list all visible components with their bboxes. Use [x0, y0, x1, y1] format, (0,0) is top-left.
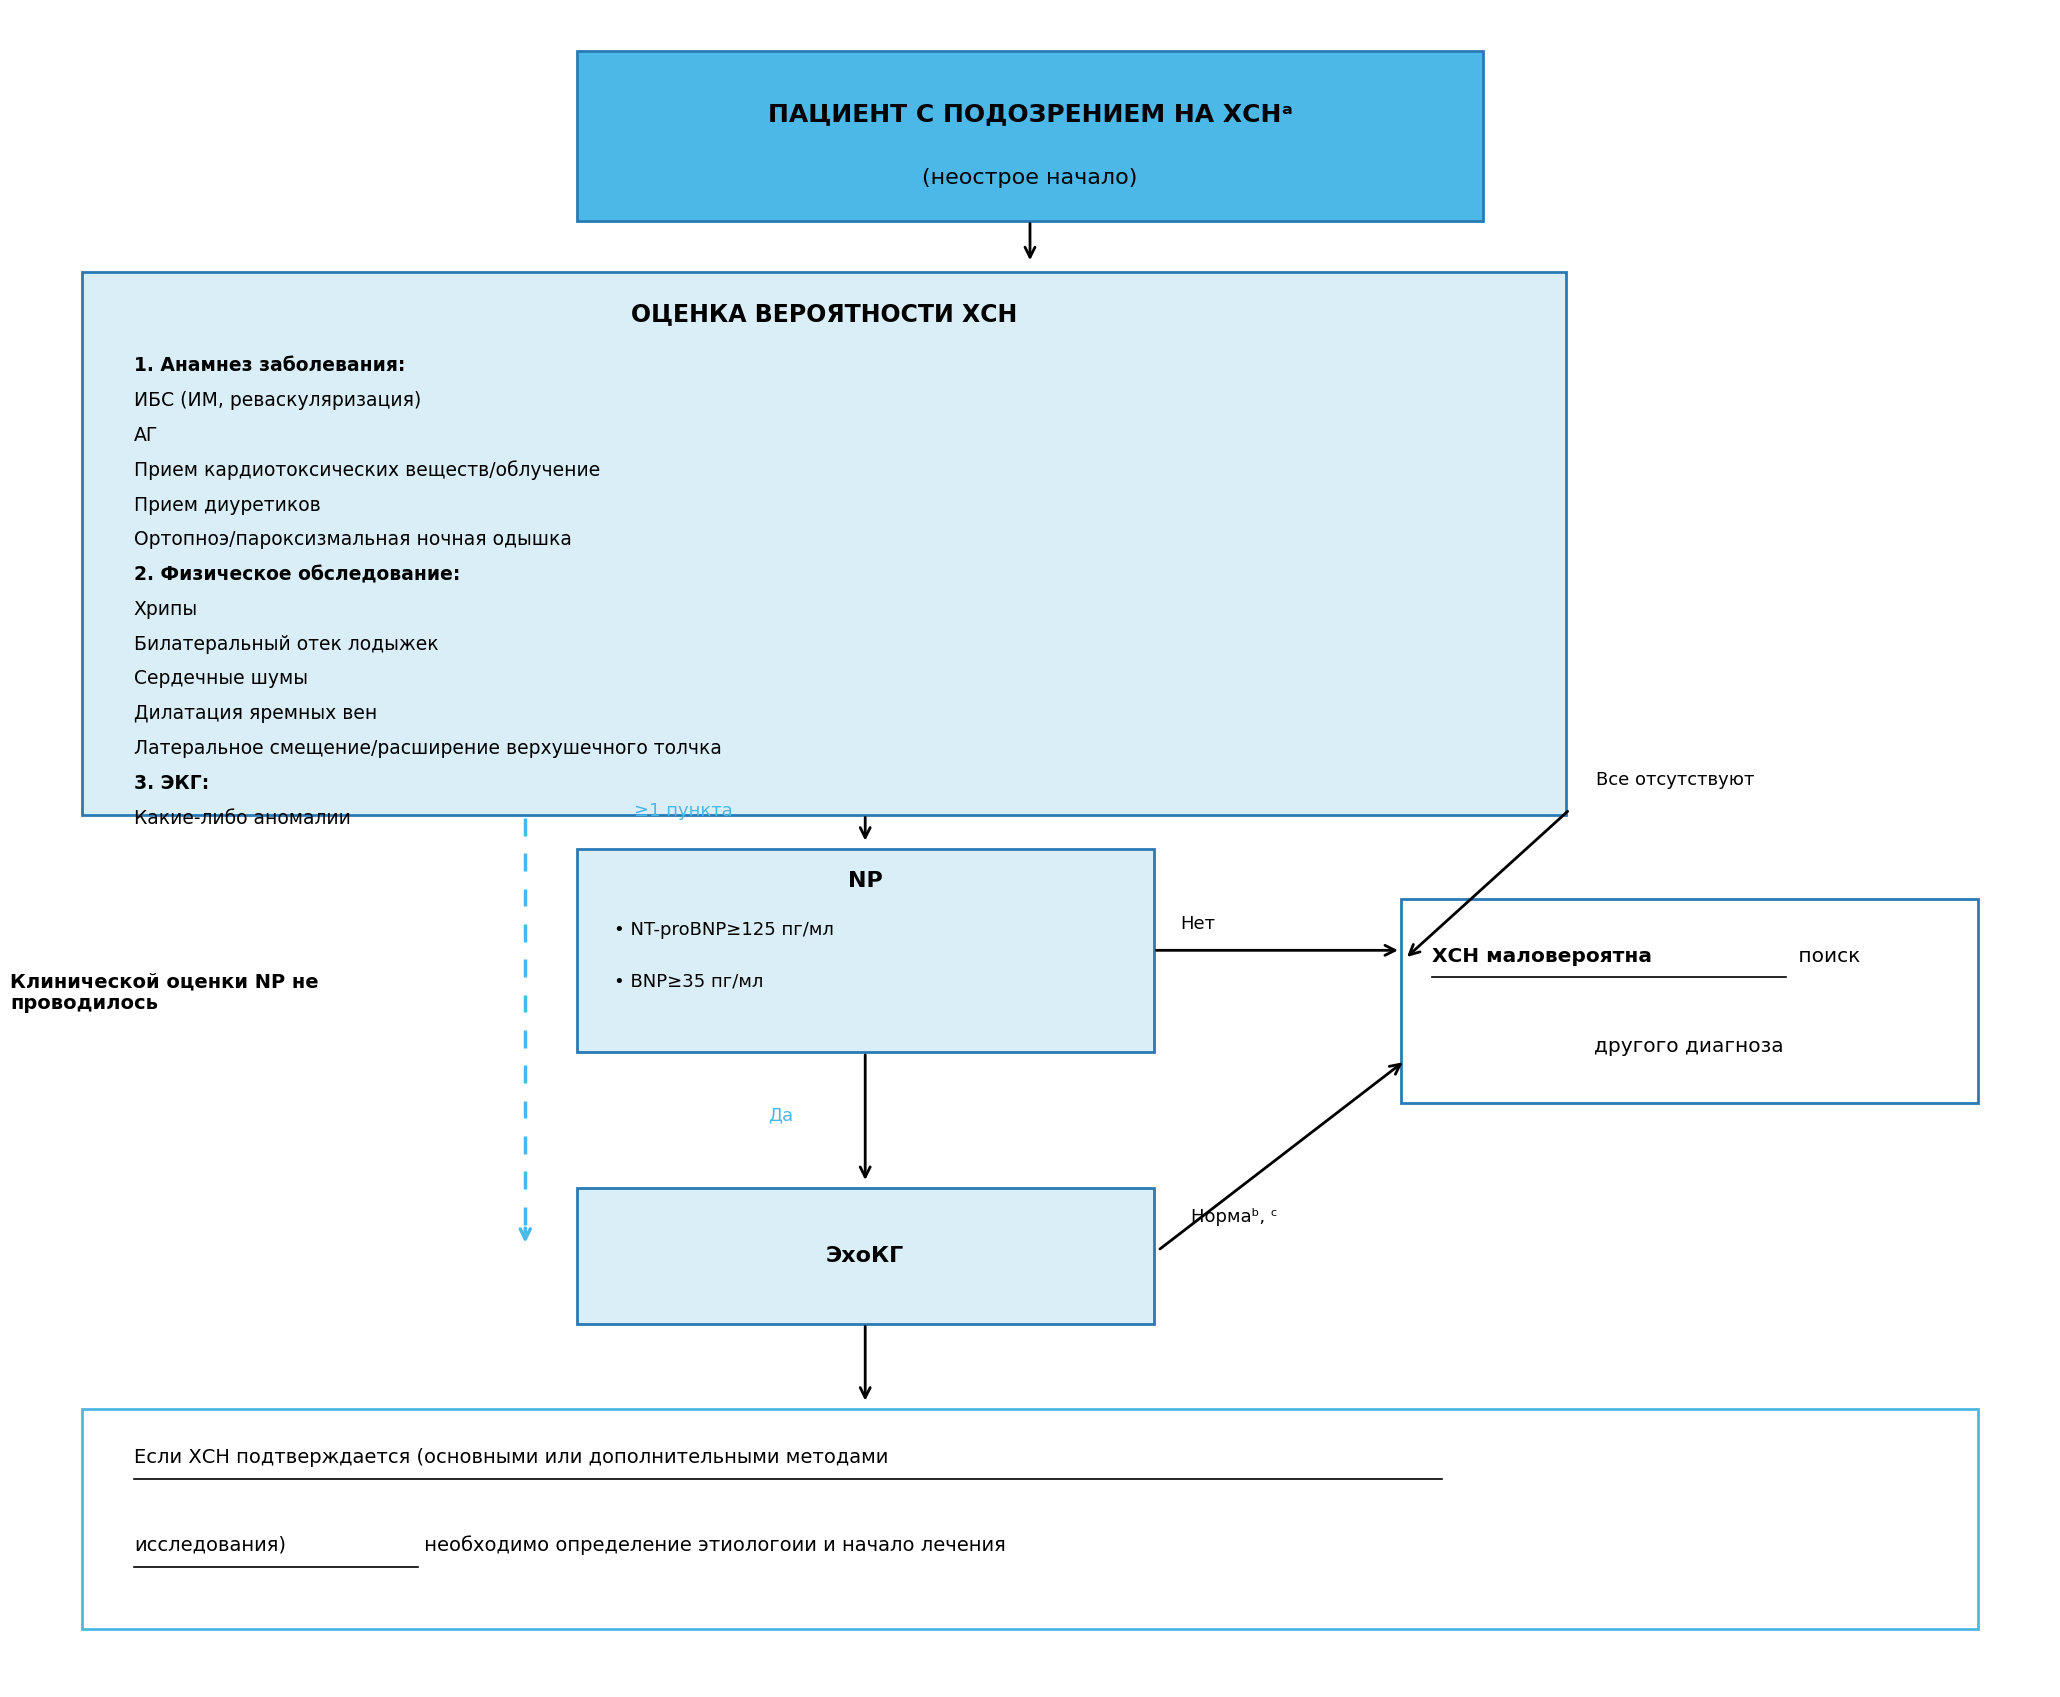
Text: Да: Да [768, 1106, 793, 1125]
Text: • BNP≥35 пг/мл: • BNP≥35 пг/мл [614, 972, 764, 991]
FancyBboxPatch shape [82, 272, 1566, 815]
Text: 3. ЭКГ:: 3. ЭКГ: [134, 774, 210, 792]
Text: Клинической оценки NP не
проводилось: Клинической оценки NP не проводилось [10, 972, 319, 1013]
Text: ОЦЕНКА ВЕРОЯТНОСТИ ХСН: ОЦЕНКА ВЕРОЯТНОСТИ ХСН [630, 302, 1018, 326]
Text: Сердечные шумы: Сердечные шумы [134, 669, 307, 689]
Text: Если ХСН подтверждается (основными или дополнительными методами: Если ХСН подтверждается (основными или д… [134, 1448, 888, 1466]
Text: Дилатация яремных вен: Дилатация яремных вен [134, 704, 377, 723]
FancyBboxPatch shape [577, 848, 1154, 1052]
Text: Хрипы: Хрипы [134, 599, 198, 619]
Text: ≥1 пункта: ≥1 пункта [634, 801, 733, 820]
Text: ПАЦИЕНТ С ПОДОЗРЕНИЕМ НА ХСНᵃ: ПАЦИЕНТ С ПОДОЗРЕНИЕМ НА ХСНᵃ [768, 102, 1292, 126]
Text: исследования): исследования) [134, 1536, 286, 1554]
Text: ИБС (ИМ, реваскуляризация): ИБС (ИМ, реваскуляризация) [134, 390, 420, 411]
Text: Нет: Нет [1180, 915, 1215, 933]
Text: Прием кардиотоксических веществ/облучение: Прием кардиотоксических веществ/облучени… [134, 460, 599, 480]
Text: ЭхоКГ: ЭхоКГ [826, 1246, 904, 1266]
Text: другого диагноза: другого диагноза [1594, 1037, 1784, 1056]
Text: 2. Физическое обследование:: 2. Физическое обследование: [134, 565, 459, 584]
FancyBboxPatch shape [82, 1409, 1978, 1629]
Text: АГ: АГ [134, 426, 159, 445]
FancyBboxPatch shape [1401, 899, 1978, 1103]
Text: Ортопноэ/пароксизмальная ночная одышка: Ортопноэ/пароксизмальная ночная одышка [134, 529, 573, 550]
FancyBboxPatch shape [577, 1188, 1154, 1324]
Text: • NT-proBNP≥125 пг/мл: • NT-proBNP≥125 пг/мл [614, 921, 834, 940]
Text: Какие-либо аномалии: Какие-либо аномалии [134, 808, 350, 828]
Text: Нормаᵇ, ᶜ: Нормаᵇ, ᶜ [1191, 1208, 1277, 1227]
Text: (неострое начало): (неострое начало) [923, 168, 1137, 188]
Text: Все отсутствуют: Все отсутствуют [1596, 770, 1755, 789]
Text: 1. Анамнез заболевания:: 1. Анамнез заболевания: [134, 356, 406, 375]
Text: ХСН маловероятна: ХСН маловероятна [1432, 947, 1652, 966]
Text: Билатеральный отек лодыжек: Билатеральный отек лодыжек [134, 635, 439, 653]
Text: Латеральное смещение/расширение верхушечного толчка: Латеральное смещение/расширение верхушеч… [134, 740, 721, 759]
Text: поиск: поиск [1792, 947, 1860, 966]
Text: Прием диуретиков: Прием диуретиков [134, 496, 321, 514]
FancyBboxPatch shape [577, 51, 1483, 221]
Text: NP: NP [849, 871, 882, 891]
Text: необходимо определение этиологоии и начало лечения: необходимо определение этиологоии и нача… [418, 1536, 1005, 1554]
